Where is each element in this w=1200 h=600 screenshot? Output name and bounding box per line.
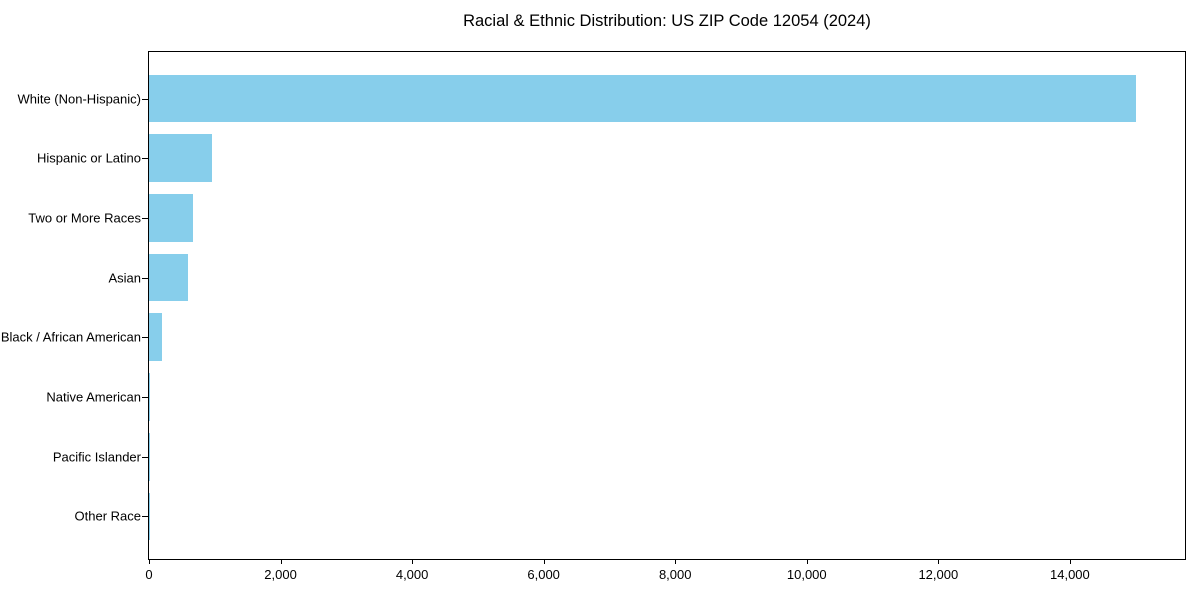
- bar-black-african-american: [149, 313, 163, 362]
- xtick-mark: [806, 560, 808, 564]
- xtick-mark: [149, 560, 150, 564]
- bar-pacific-islander: [149, 432, 150, 481]
- bar-asian: [149, 253, 189, 302]
- chart-title: Racial & Ethnic Distribution: US ZIP Cod…: [463, 12, 871, 30]
- ytick-label-other-race: Other Race: [74, 508, 141, 524]
- ytick-label-two-or-more-races: Two or More Races: [28, 210, 141, 226]
- ytick-mark: [142, 397, 148, 398]
- ytick-label-native-american: Native American: [46, 389, 141, 405]
- xtick-mark: [543, 560, 545, 564]
- ytick-mark: [142, 516, 148, 518]
- xtick-label: 6,000: [527, 567, 560, 582]
- xtick-mark: [412, 560, 414, 564]
- ytick-label-asian: Asian: [108, 270, 141, 286]
- ytick-mark: [142, 337, 148, 339]
- bar-two-or-more-races: [149, 194, 194, 242]
- xtick-label: 2,000: [264, 567, 297, 582]
- ytick-mark: [142, 456, 148, 458]
- bar-white-non-hispanic: [149, 74, 1136, 123]
- xtick-mark: [675, 560, 677, 564]
- ytick-label-white-non-hispanic: White (Non-Hispanic): [17, 91, 141, 106]
- ytick-mark: [142, 277, 148, 279]
- xtick-mark: [280, 560, 282, 564]
- bar-native-american: [149, 373, 151, 421]
- xtick-label: 14,000: [1049, 567, 1090, 582]
- xtick-label: 10,000: [786, 567, 827, 582]
- xtick-mark: [938, 560, 940, 564]
- ytick-label-black-african-american: Black / African American: [0, 329, 141, 345]
- xtick-label: 8,000: [658, 567, 692, 582]
- ytick-label-pacific-islander: Pacific Islander: [52, 449, 141, 465]
- xtick-label: 12,000: [918, 567, 959, 582]
- ytick-mark: [142, 98, 148, 100]
- xtick-label: 4,000: [395, 567, 429, 582]
- plot-area: [148, 51, 1186, 560]
- xtick-label: 0: [145, 567, 153, 582]
- bar-hispanic-or-latino: [149, 134, 213, 183]
- ytick-mark: [142, 217, 148, 219]
- ytick-label-hispanic-or-latino: Hispanic or Latino: [36, 150, 141, 166]
- ytick-mark: [142, 158, 148, 160]
- xtick-mark: [1069, 560, 1071, 564]
